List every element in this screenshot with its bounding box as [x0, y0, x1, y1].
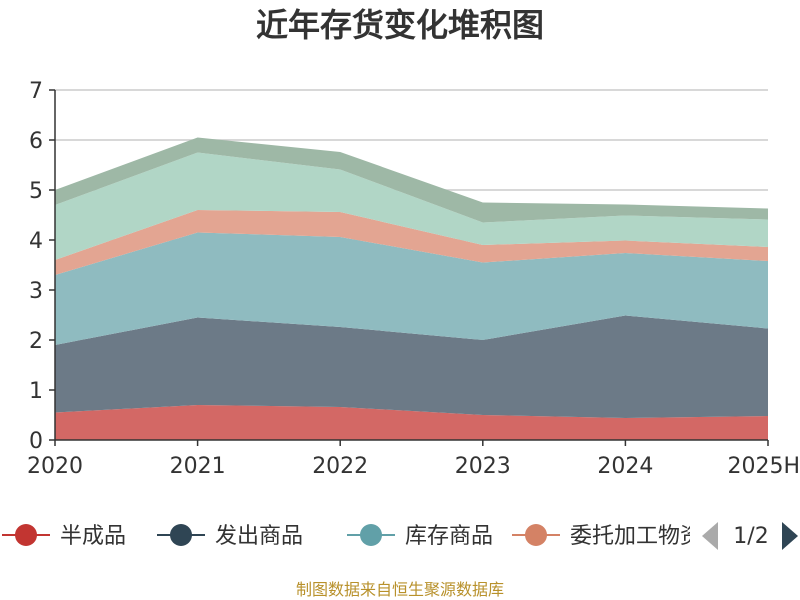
source-note: 制图数据来自恒生聚源数据库 [296, 580, 504, 599]
area-series [55, 137, 768, 440]
area-series-1 [55, 315, 768, 418]
legend: 半成品 发出商品 库存商品 委托加工物资 1/2 [2, 510, 800, 560]
y-tick-label: 6 [29, 129, 43, 154]
y-tick-label: 1 [29, 379, 43, 404]
area-series-5 [55, 137, 768, 223]
x-tick-label: 2024 [597, 454, 653, 479]
legend-next-icon[interactable] [782, 522, 798, 550]
y-tick-label: 2 [29, 329, 43, 354]
area-series-0 [55, 405, 768, 440]
x-tick-label: 2021 [170, 454, 226, 479]
x-tick-label: 2025H [727, 454, 800, 479]
legend-page-indicator: 1/2 [733, 524, 768, 549]
area-series-4 [55, 152, 768, 260]
legend-marker [15, 524, 37, 546]
y-tick-label: 5 [29, 179, 43, 204]
legend-prev-icon[interactable] [702, 522, 718, 550]
y-tick-label: 7 [29, 79, 43, 104]
y-tick-label: 4 [29, 229, 43, 254]
legend-label[interactable]: 库存商品 [405, 524, 493, 549]
chart-title: 近年存货变化堆积图 [256, 6, 544, 44]
x-tick-label: 2022 [312, 454, 368, 479]
x-tick-label: 2020 [27, 454, 83, 479]
area-series-3 [55, 210, 768, 275]
legend-label[interactable]: 半成品 [60, 524, 126, 549]
axes: 0 1 2 3 4 5 6 7 2020 2021 2022 2023 2024 2025H [27, 79, 800, 479]
legend-label[interactable]: 发出商品 [215, 524, 303, 549]
y-tick-label: 0 [29, 429, 43, 454]
legend-label[interactable]: 委托加工物资 [570, 524, 702, 549]
y-tick-label: 3 [29, 279, 43, 304]
legend-marker [525, 524, 547, 546]
x-tick-label: 2023 [455, 454, 511, 479]
legend-marker [360, 524, 382, 546]
area-series-2 [55, 232, 768, 345]
legend-marker [170, 524, 192, 546]
